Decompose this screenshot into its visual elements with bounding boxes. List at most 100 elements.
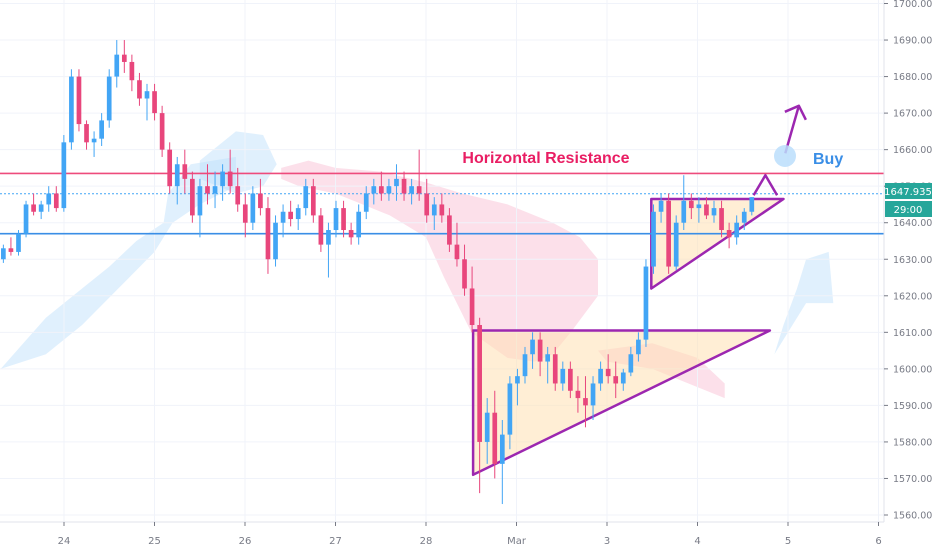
candle[interactable] [288,200,293,227]
candle[interactable] [69,69,74,150]
candle[interactable] [84,120,89,150]
resistance-label[interactable]: Horizontal Resistance [462,150,629,167]
candle[interactable] [492,390,498,479]
candle[interactable] [688,193,694,220]
candle[interactable] [23,200,29,238]
candle[interactable] [159,105,165,157]
candle[interactable] [590,376,596,421]
candle[interactable] [560,361,566,391]
candle[interactable] [129,54,135,92]
candle[interactable] [205,164,210,205]
price-axis[interactable]: 1560.000 1570.000 1580.000 1590.000 1600.000… [883,0,932,522]
candle[interactable] [741,208,747,231]
candle[interactable] [190,171,195,223]
candle[interactable] [333,200,339,238]
candle[interactable] [484,398,490,464]
candle[interactable] [227,149,233,194]
candle[interactable] [522,346,528,384]
candle[interactable] [106,69,112,128]
candle[interactable] [575,376,581,413]
candle[interactable] [121,40,127,73]
candle[interactable] [704,197,709,220]
candle[interactable] [462,244,467,296]
candle[interactable] [409,178,414,205]
candle[interactable] [144,83,150,121]
candle[interactable] [658,193,664,223]
candle[interactable] [726,222,732,249]
breakout-arrow-small[interactable] [752,173,779,196]
candle[interactable] [719,200,724,238]
candle[interactable] [258,178,263,216]
candle[interactable] [605,354,611,384]
candle[interactable] [401,171,407,201]
candle[interactable] [734,215,740,245]
candle[interactable] [242,193,248,238]
candle[interactable] [363,186,369,220]
candle[interactable] [651,204,656,274]
candle[interactable] [167,142,173,194]
candle[interactable] [386,178,392,201]
candle[interactable] [681,175,687,231]
candle[interactable] [61,135,67,212]
candle[interactable] [499,420,505,505]
candle[interactable] [439,193,445,223]
candle[interactable] [643,259,649,347]
candle[interactable] [424,178,430,223]
candle[interactable] [454,222,460,267]
candle[interactable] [356,204,362,245]
candle[interactable] [16,230,21,256]
candle[interactable] [537,332,543,377]
candle[interactable] [76,69,82,132]
candle[interactable] [598,361,603,391]
annotations[interactable]: Horizontal Resistance Buy [462,145,843,168]
candle[interactable] [613,361,619,399]
candle[interactable] [250,186,256,231]
candle[interactable] [114,40,120,88]
candle[interactable] [295,204,301,231]
candle[interactable] [1,244,6,263]
candle[interactable] [235,167,241,212]
candle[interactable] [620,368,626,391]
candle[interactable] [379,171,384,201]
candle[interactable] [583,376,588,428]
candlestick-series[interactable] [1,40,755,505]
candle[interactable] [8,237,14,256]
candle[interactable] [447,208,452,252]
candle[interactable] [31,193,36,216]
candle[interactable] [666,193,671,274]
candle[interactable] [310,178,316,223]
candle[interactable] [431,197,437,231]
candle[interactable] [53,186,59,212]
candle[interactable] [265,197,271,274]
candle[interactable] [394,164,399,201]
candle[interactable] [273,215,278,267]
candle[interactable] [220,164,225,201]
candle[interactable] [530,332,535,369]
candle[interactable] [552,346,558,391]
candle[interactable] [152,83,157,121]
candle[interactable] [99,113,104,146]
candle[interactable] [545,346,551,384]
time-axis[interactable]: 24 25 26 27 28 Mar 3 4 5 6 [0,521,932,550]
candle[interactable] [749,197,755,216]
candle[interactable] [628,346,634,377]
candle[interactable] [174,156,180,205]
candle[interactable] [348,222,354,245]
candle[interactable] [318,208,324,252]
candle[interactable] [416,149,422,201]
candle[interactable] [568,361,573,399]
candle[interactable] [182,149,188,194]
candle[interactable] [46,186,52,212]
candle[interactable] [477,317,482,494]
candle[interactable] [341,200,346,238]
candle[interactable] [673,215,679,271]
candle[interactable] [711,200,717,223]
candle[interactable] [38,200,44,220]
candle[interactable] [303,178,309,216]
candle[interactable] [212,171,218,209]
candle[interactable] [326,222,331,278]
buy-label[interactable]: Buy [813,151,843,168]
candle[interactable] [371,178,377,205]
